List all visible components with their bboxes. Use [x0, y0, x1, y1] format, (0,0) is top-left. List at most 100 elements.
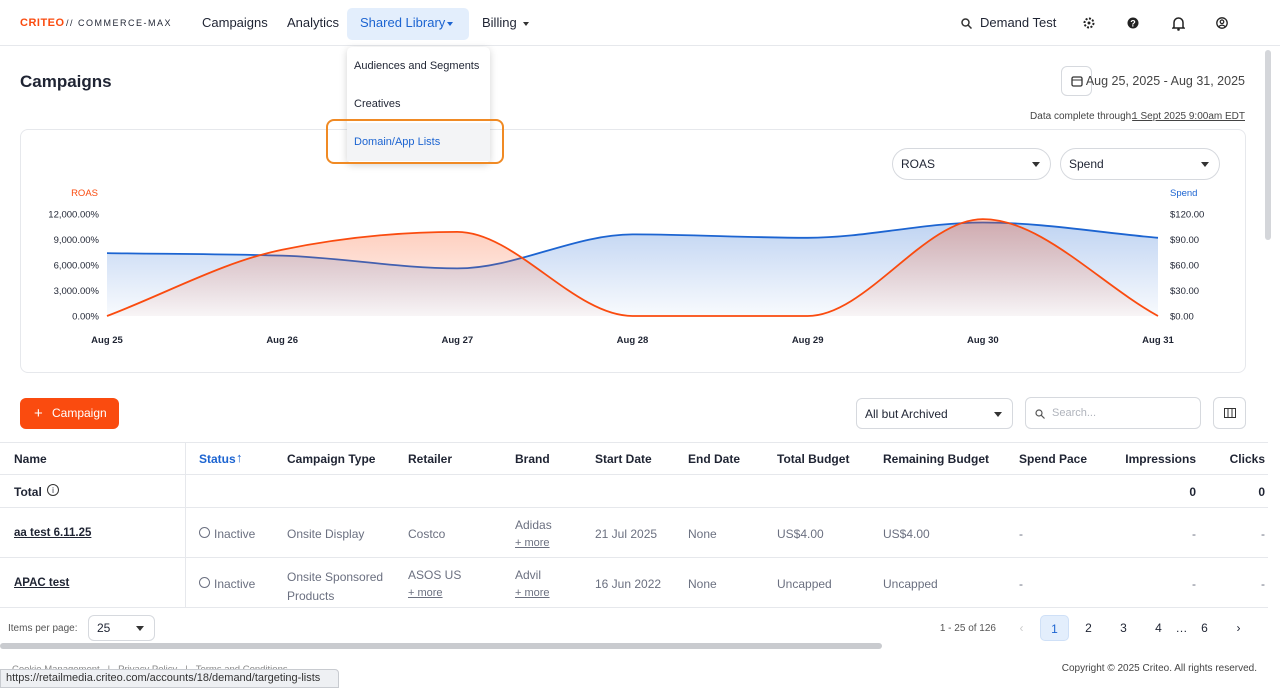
help-icon[interactable]: ? [1127, 17, 1139, 29]
menu-item[interactable]: Domain/App Lists [354, 136, 441, 148]
calendar-button[interactable] [1061, 66, 1092, 96]
next-page[interactable]: › [1236, 621, 1241, 635]
calendar-icon [1071, 76, 1083, 87]
select-caret [1201, 162, 1209, 167]
column-header[interactable]: End Date [688, 452, 741, 466]
cell: None [688, 577, 717, 591]
header: CRITEO // COMMERCE-MAX Campaigns Analyti… [0, 0, 1280, 46]
page-button[interactable]: … [1175, 621, 1188, 635]
total-row [0, 475, 1268, 508]
header-row [0, 442, 1268, 475]
logo[interactable]: CRITEO [20, 17, 65, 29]
cell: Adidas [515, 518, 552, 532]
cell: - [1192, 527, 1196, 541]
chart: 0.00% 3,000.00% 6,000.00% 9,000.00% 12,000.0… [48, 188, 1204, 346]
table-row[interactable] [0, 508, 1268, 558]
items-per-page-select[interactable]: 25 [88, 615, 155, 641]
more-link[interactable]: + more [408, 587, 443, 599]
pagination-bar: Items per page: 25 1 - 25 of 126 ‹ 1 2 3 4 …… [0, 608, 1268, 652]
settings-icon[interactable] [1083, 17, 1095, 29]
account-name[interactable]: Demand Test [980, 15, 1057, 30]
column-header[interactable]: Brand [515, 452, 550, 466]
column-header[interactable]: Spend Pace [1019, 452, 1088, 466]
status: Inactive [214, 577, 256, 591]
items-per-page-value: 25 [97, 621, 111, 635]
highlight-box [326, 119, 504, 164]
notifications-icon[interactable] [1172, 16, 1185, 31]
menu-item[interactable]: Creatives [354, 98, 401, 110]
x-tick-label: Aug 25 [91, 335, 123, 346]
y2-tick-label: $0.00 [1170, 312, 1194, 323]
nav-item[interactable]: Campaigns [202, 15, 268, 30]
add-campaign-button[interactable]: + Campaign [20, 398, 119, 429]
svg-text:?: ? [1130, 19, 1136, 29]
menu-item[interactable]: Audiences and Segments [354, 60, 480, 72]
column-header[interactable]: Total Budget [777, 452, 850, 466]
nav-item[interactable]: Analytics [287, 15, 340, 30]
copyright: Copyright © 2025 Criteo. All rights rese… [1061, 663, 1257, 674]
column-header[interactable]: Status [199, 452, 236, 466]
campaign-name[interactable]: aa test 6.11.25 [14, 527, 92, 539]
metric-select-value: ROAS [901, 157, 936, 171]
date-range[interactable]: Aug 25, 2025 - Aug 31, 2025 [1085, 74, 1245, 88]
x-tick-label: Aug 28 [617, 335, 649, 346]
cell: None [688, 527, 717, 541]
cell: Advil [515, 568, 542, 582]
button-label: Campaign [52, 406, 107, 420]
menu-item-hover[interactable] [347, 123, 490, 161]
cell: Onsite Display [287, 527, 365, 541]
y-tick-label: 9,000.00% [54, 235, 100, 246]
profile-icon[interactable] [1216, 17, 1228, 29]
page-button[interactable]: 6 [1201, 621, 1208, 635]
column-header[interactable]: Campaign Type [287, 452, 376, 466]
status-icon [199, 527, 210, 538]
campaign-name[interactable]: APAC test [14, 577, 70, 589]
x-tick-label: Aug 30 [967, 335, 999, 346]
sort-arrow: ↑ [236, 450, 243, 465]
cell: - [1019, 527, 1023, 541]
status-url: https://retailmedia.criteo.com/accounts/… [0, 669, 339, 688]
column-header[interactable]: Clicks [1229, 452, 1265, 466]
column-header[interactable]: Retailer [408, 452, 453, 466]
data-complete-value[interactable]: 1 Sept 2025 9:00am EDT [1132, 111, 1245, 122]
metric-select[interactable]: Spend [1060, 148, 1220, 180]
more-link[interactable]: + more [515, 587, 550, 599]
y-tick-label: 6,000.00% [54, 261, 100, 272]
page-title: Campaigns [20, 72, 112, 91]
page-button[interactable]: 2 [1085, 621, 1092, 635]
horizontal-scrollbar[interactable] [0, 643, 882, 649]
cell: Uncapped [883, 577, 938, 591]
plus-icon: + [34, 405, 43, 422]
items-per-page-label: Items per page: [8, 623, 78, 634]
cell: Onsite Sponsored Products [287, 570, 384, 603]
column-header[interactable]: Start Date [595, 452, 652, 466]
search-input[interactable]: Search... [1025, 397, 1201, 429]
x-tick-label: Aug 26 [266, 335, 298, 346]
page-button[interactable]: 4 [1155, 621, 1162, 635]
product-name: // COMMERCE-MAX [66, 18, 173, 28]
prev-page[interactable]: ‹ [1019, 621, 1024, 635]
search-placeholder: Search... [1052, 407, 1097, 419]
column-header[interactable]: Name [14, 452, 47, 466]
cell: - [1261, 577, 1265, 591]
table-row[interactable] [0, 558, 1268, 608]
select-caret [994, 411, 1002, 417]
status: Inactive [214, 527, 256, 541]
column-header[interactable]: Remaining Budget [883, 452, 990, 466]
page-button[interactable]: 1 [1040, 615, 1069, 641]
cell: Uncapped [777, 577, 832, 591]
vertical-scrollbar[interactable] [1265, 50, 1271, 240]
columns-button[interactable] [1213, 397, 1246, 429]
page-button[interactable]: 3 [1120, 621, 1127, 635]
nav-caret [523, 22, 529, 26]
select-caret [1032, 162, 1040, 167]
column-header[interactable]: Impressions [1125, 452, 1196, 466]
y-axis-title: ROAS [71, 188, 98, 199]
metric-select[interactable]: ROAS [892, 148, 1051, 180]
nav-item[interactable]: Billing [482, 15, 517, 30]
metric-select-value: Spend [1069, 157, 1104, 171]
nav-item[interactable]: Shared Library [360, 15, 446, 30]
more-link[interactable]: + more [515, 537, 550, 549]
series-line [106, 218, 1159, 317]
status-filter[interactable]: All but Archived [856, 398, 1013, 429]
